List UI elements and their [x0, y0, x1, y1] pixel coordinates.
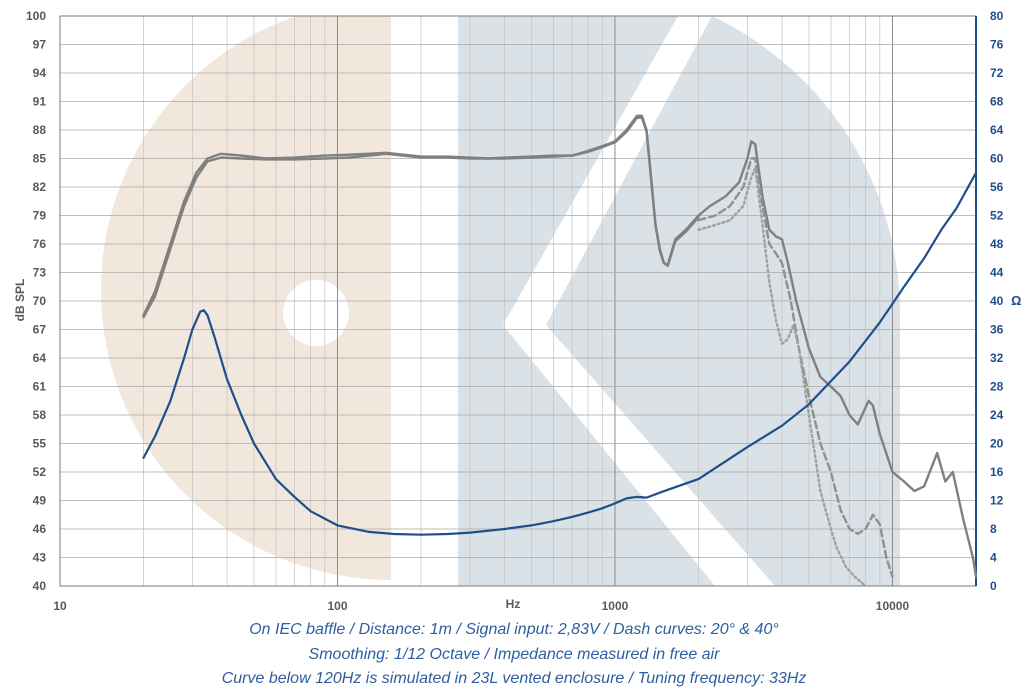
y-tick-label: 73	[33, 266, 47, 280]
y-tick-label: 85	[33, 152, 47, 166]
y2-tick-label: 56	[990, 180, 1004, 194]
x-axis-ticks: 10 100 1000 10000	[53, 599, 909, 613]
y-tick-label: 52	[33, 465, 47, 479]
frequency-response-chart: 4043464952555861646770737679828588919497…	[13, 9, 1021, 613]
y-tick-label: 55	[33, 437, 47, 451]
y2-tick-label: 60	[990, 152, 1004, 166]
y-tick-label: 94	[33, 66, 47, 80]
y-tick-label: 61	[33, 380, 47, 394]
x-tick-label: 10	[53, 599, 67, 613]
y-tick-label: 97	[33, 38, 47, 52]
y2-tick-label: 68	[990, 95, 1004, 109]
y-tick-label: 58	[33, 408, 47, 422]
y-tick-label: 70	[33, 294, 47, 308]
y-tick-label: 64	[33, 351, 47, 365]
y-tick-label: 91	[33, 95, 47, 109]
y2-tick-label: 76	[990, 38, 1004, 52]
logo-hole	[283, 280, 349, 346]
series-line-4	[142, 171, 978, 536]
y2-tick-label: 36	[990, 323, 1004, 337]
y2-tick-label: 40	[990, 294, 1004, 308]
y-tick-label: 43	[33, 551, 47, 565]
y2-tick-label: 52	[990, 209, 1004, 223]
series-line-0	[142, 114, 978, 578]
y2-tick-label: 28	[990, 380, 1004, 394]
y-tick-label: 79	[33, 209, 47, 223]
x-tick-label: 10000	[876, 599, 910, 613]
logo-half-disc	[101, 16, 391, 580]
y-tick-label: 88	[33, 123, 47, 137]
y2-tick-label: 48	[990, 237, 1004, 251]
y2-tick-label: 72	[990, 66, 1004, 80]
y2-tick-label: 80	[990, 9, 1004, 23]
y-tick-label: 49	[33, 494, 47, 508]
y2-tick-label: 0	[990, 579, 997, 593]
x-tick-label: 100	[327, 599, 347, 613]
x-tick-label: 1000	[602, 599, 629, 613]
y-axis-label: dB SPL	[13, 279, 27, 322]
y2-axis-label: Ω	[1011, 293, 1021, 308]
y-tick-label: 76	[33, 237, 47, 251]
y-tick-label: 67	[33, 323, 47, 337]
y-tick-label: 100	[26, 9, 46, 23]
y2-tick-label: 20	[990, 437, 1004, 451]
y2-tick-label: 24	[990, 408, 1004, 422]
grid-lines	[59, 15, 977, 587]
y-tick-label: 40	[33, 579, 47, 593]
y-tick-label: 46	[33, 522, 47, 536]
y2-tick-label: 16	[990, 465, 1004, 479]
caption-line-1: On IEC baffle / Distance: 1m / Signal in…	[249, 621, 779, 638]
y2-tick-label: 12	[990, 494, 1004, 508]
series-line-3	[697, 166, 867, 588]
logo-watermark	[101, 16, 901, 586]
left-axis-ticks: 40 43 46 49 52 55 58 61 64 67 70 73 76 79 82 85 88 91 94 97…	[26, 9, 46, 593]
caption-line-3: Curve below 120Hz is simulated in 23L ve…	[221, 670, 807, 687]
x-axis-label: Hz	[506, 597, 521, 611]
y2-tick-label: 32	[990, 351, 1004, 365]
y2-tick-label: 4	[990, 551, 997, 565]
curves	[142, 114, 978, 588]
y-tick-label: 82	[33, 180, 47, 194]
y2-tick-label: 8	[990, 522, 997, 536]
series-line-1	[142, 116, 700, 319]
caption-line-2: Smoothing: 1/12 Octave / Impedance measu…	[308, 646, 720, 663]
y2-tick-label: 44	[990, 266, 1004, 280]
y2-tick-label: 64	[990, 123, 1004, 137]
